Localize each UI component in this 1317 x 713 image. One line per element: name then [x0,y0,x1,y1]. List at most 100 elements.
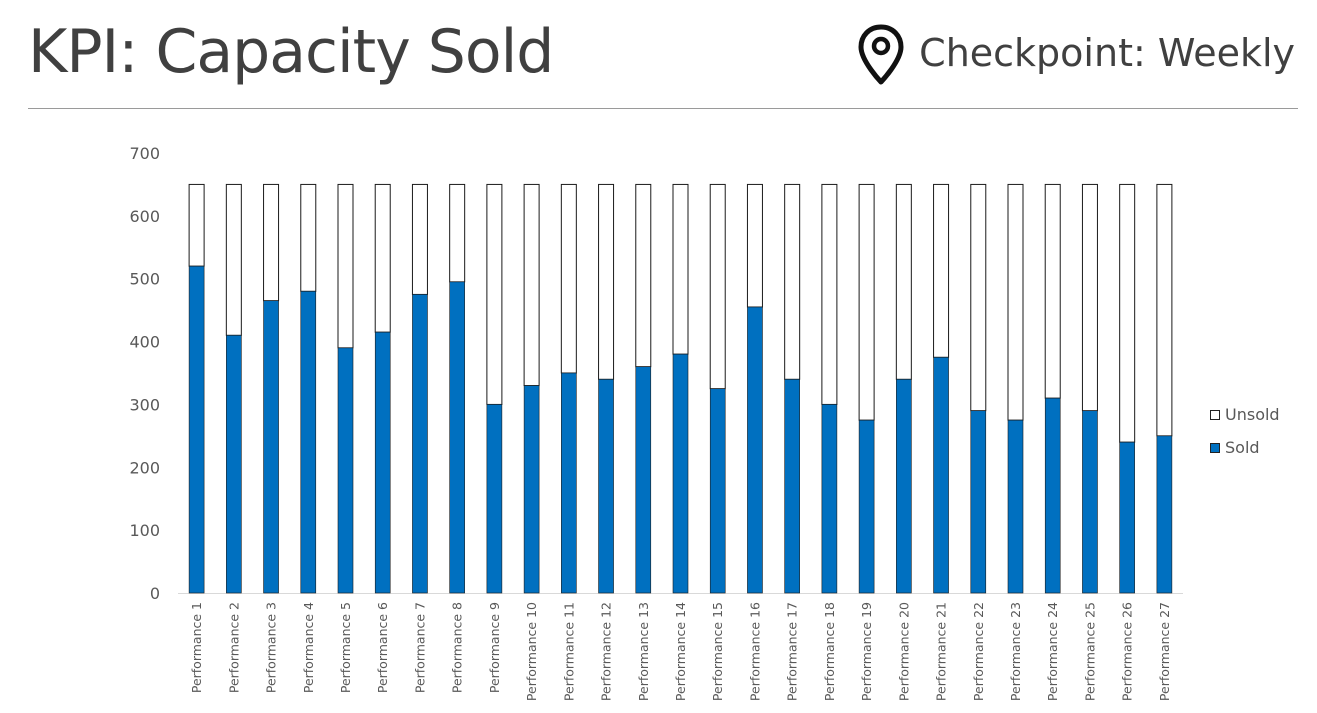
x-tick-label: Performance 15 [710,602,725,701]
bar-unsold [858,183,875,421]
bar-unsold [746,183,763,308]
bar-sold [747,306,763,594]
y-tick-label: 400 [129,333,160,352]
bar-sold [896,378,912,594]
bar-sold [523,385,540,594]
x-tick-label: Performance 20 [896,602,911,701]
bar-unsold [486,183,503,405]
bar-unsold [672,183,689,355]
y-tick-label: 100 [129,521,160,540]
bar-unsold [560,183,577,374]
x-tick-label: Performance 7 [412,602,427,693]
bar-unsold [1119,183,1136,443]
bar-unsold [337,183,354,349]
x-tick-label: Performance 26 [1120,602,1135,701]
bar-sold [933,356,949,594]
y-tick-label: 300 [129,395,160,414]
bar-unsold [523,183,540,387]
y-tick-label: 0 [150,584,160,603]
x-tick-label: Performance 10 [524,602,539,701]
map-pin-icon [856,24,906,88]
checkpoint-label: Checkpoint: Weekly [919,31,1295,75]
bar-unsold [1081,183,1098,412]
page-title: KPI: Capacity Sold [28,17,554,87]
bar-unsold [970,183,987,412]
x-tick-label: Performance 19 [859,602,874,701]
bar-sold [1044,397,1061,594]
x-tick-label: Performance 9 [487,602,502,693]
bar-unsold [263,183,280,302]
x-tick-label: Performance 27 [1157,602,1172,701]
bar-unsold [374,183,391,333]
bar-sold [486,404,503,594]
bar-unsold [188,183,205,267]
y-tick-label: 700 [129,144,160,163]
chart-legend: Unsold Sold [1210,398,1280,464]
bar-sold [598,378,614,594]
x-tick-label: Performance 6 [375,602,390,693]
x-tick-label: Performance 18 [822,602,837,701]
x-tick-label: Performance 23 [1008,602,1023,701]
x-tick-label: Performance 22 [971,602,986,701]
bar-sold [970,410,987,594]
legend-label-unsold: Unsold [1225,405,1280,424]
bar-sold [1119,441,1135,594]
bar-sold [226,334,242,594]
bar-unsold [709,183,726,390]
bar-unsold [784,183,801,380]
header-divider [28,108,1298,109]
bar-unsold [1044,183,1061,399]
bar-sold [635,366,652,594]
legend-swatch-unsold [1210,409,1220,420]
bar-unsold [411,183,428,295]
y-tick-label: 500 [129,270,160,289]
bar-unsold [449,183,466,283]
x-tick-label: Performance 11 [561,602,576,701]
x-tick-label: Performance 24 [1045,602,1060,701]
legend-label-sold: Sold [1225,438,1260,457]
bar-unsold [1007,183,1024,421]
bar-sold [300,290,317,594]
bar-sold [1007,419,1024,594]
bar-sold [263,300,279,594]
bar-unsold [895,183,912,380]
x-tick-label: Performance 8 [450,602,465,693]
bar-sold [337,347,354,594]
x-tick-label: Performance 12 [599,602,614,701]
bar-unsold [598,183,615,380]
bar-unsold [635,183,652,368]
bar-sold [374,331,391,594]
x-tick-label: Performance 4 [301,602,316,693]
x-tick-label: Performance 21 [934,602,949,701]
bar-unsold [821,183,838,405]
x-tick-label: Performance 14 [673,602,688,701]
bar-sold [1156,435,1173,594]
bar-sold [1082,410,1098,594]
legend-item-unsold: Unsold [1210,398,1280,431]
bar-unsold [933,183,950,358]
bar-sold [188,265,205,594]
x-tick-label: Performance 16 [747,602,762,701]
bar-sold [821,404,838,594]
x-tick-label: Performance 1 [189,602,204,693]
bar-sold [412,294,428,594]
x-tick-label: Performance 3 [264,602,279,693]
bar-sold [449,281,465,594]
bar-unsold [225,183,242,336]
bar-sold [561,372,577,594]
x-tick-label: Performance 17 [785,602,800,701]
x-tick-label: Performance 2 [226,602,241,693]
legend-item-sold: Sold [1210,431,1280,464]
x-tick-label: Performance 13 [636,602,651,701]
bar-sold [709,388,726,594]
y-tick-label: 200 [129,458,160,477]
y-tick-label: 600 [129,207,160,226]
bar-unsold [300,183,317,292]
bar-sold [672,353,689,594]
legend-swatch-sold [1210,442,1220,453]
x-tick-label: Performance 25 [1082,602,1097,701]
x-tick-label: Performance 5 [338,602,353,693]
bar-sold [858,419,875,594]
